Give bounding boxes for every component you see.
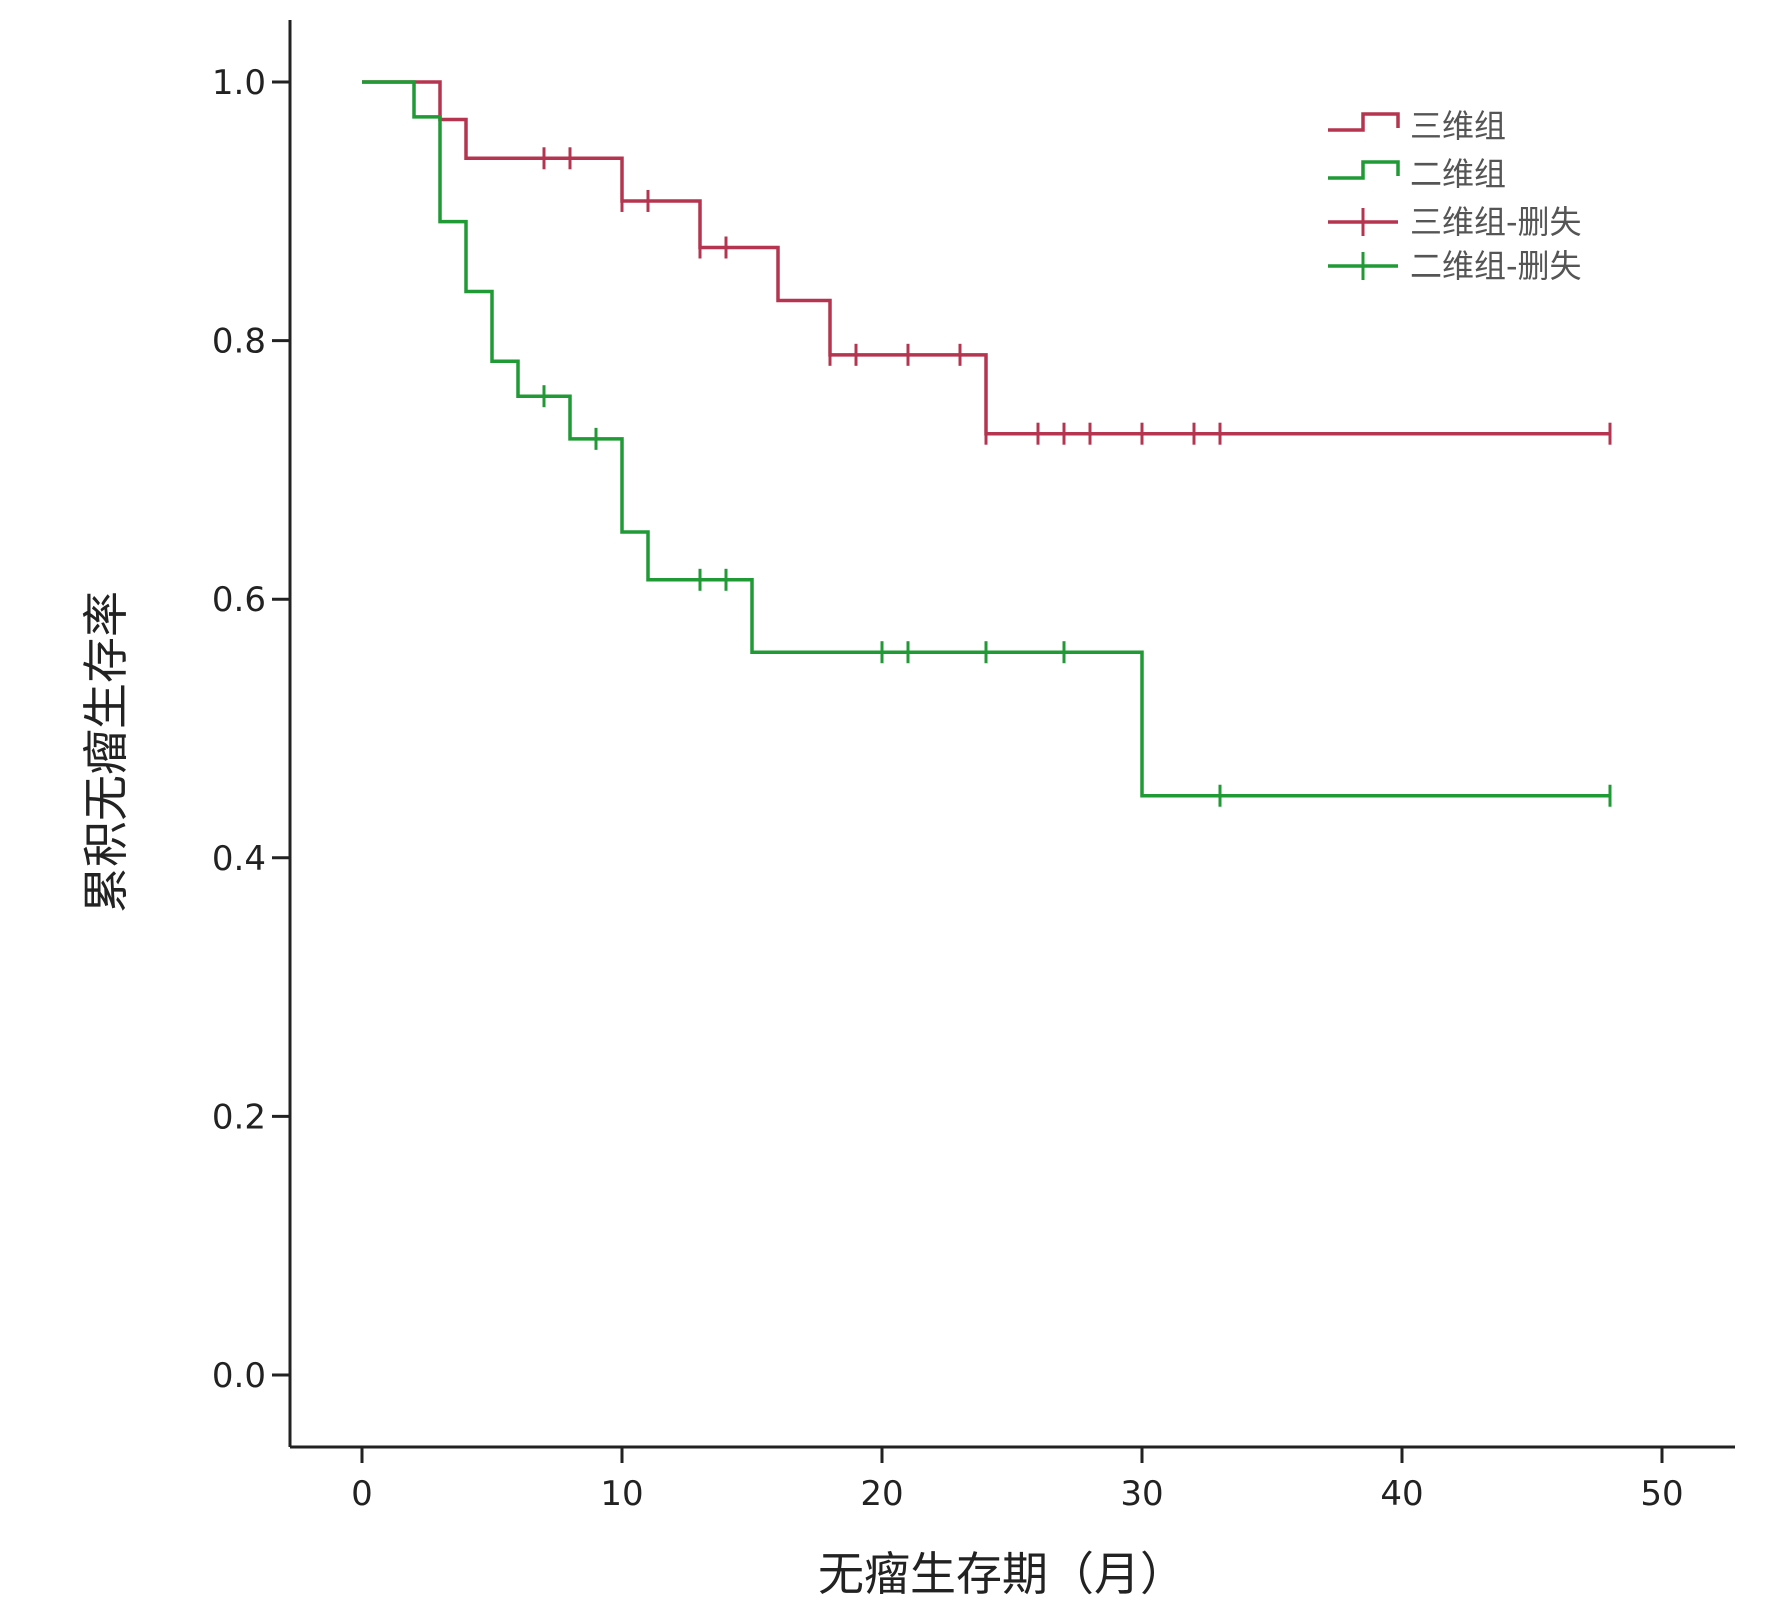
- legend-label-0: 三维组: [1410, 107, 1506, 145]
- legend-label-1: 二维组: [1410, 155, 1506, 193]
- y-tick-label: 1.0: [212, 63, 266, 103]
- y-tick-label: 0.8: [212, 322, 266, 362]
- axes: 0.0 0.2 0.4 0.6 0.8 1.0 0 10 20 30 40 50: [212, 20, 1735, 1514]
- plot-area: [362, 80, 1612, 807]
- x-tick-label: 40: [1380, 1474, 1423, 1514]
- y-axis-title: 累积无瘤生存率: [79, 591, 133, 913]
- x-tick-label: 50: [1640, 1474, 1683, 1514]
- legend-label-2: 三维组-删失: [1410, 203, 1582, 241]
- x-axis-title: 无瘤生存期（月）: [818, 1547, 1186, 1601]
- x-tick-label: 0: [351, 1474, 373, 1514]
- legend-swatch-1: [1328, 160, 1400, 180]
- y-tick-label: 0.0: [212, 1356, 266, 1396]
- legend-swatch-0: [1328, 112, 1400, 132]
- y-tick-label: 0.2: [212, 1097, 266, 1137]
- y-tick-label: 0.4: [212, 839, 266, 879]
- legend-label-3: 二维组-删失: [1410, 247, 1582, 285]
- x-tick-label: 30: [1120, 1474, 1163, 1514]
- x-tick-label: 20: [860, 1474, 903, 1514]
- y-tick-label: 0.6: [212, 580, 266, 620]
- x-tick-label: 10: [600, 1474, 643, 1514]
